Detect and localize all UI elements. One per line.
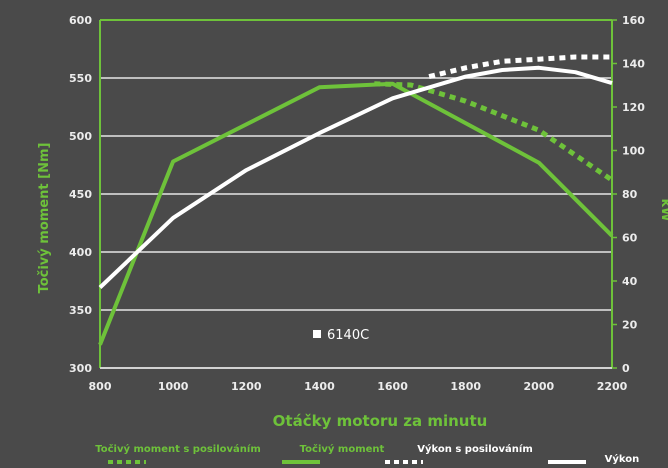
y-left-tick-450: 450 bbox=[69, 188, 92, 201]
x-tick-1000: 1000 bbox=[158, 380, 189, 393]
y-right-tick-120: 120 bbox=[622, 101, 645, 114]
y-right-tick-160: 160 bbox=[622, 14, 645, 27]
annotation-marker bbox=[313, 330, 321, 338]
legend-label-2: Výkon s posilováním bbox=[417, 443, 532, 455]
x-tick-2200: 2200 bbox=[597, 380, 628, 393]
x-tick-1800: 1800 bbox=[450, 380, 481, 393]
annotation-6140c: 6140C bbox=[313, 328, 369, 343]
series-line-0-to-iv-moment-s-posilov-n-m bbox=[374, 81, 614, 183]
y-left-tick-550: 550 bbox=[69, 72, 92, 85]
x-tick-1600: 1600 bbox=[377, 380, 408, 393]
x-axis-label: Otáčky motoru za minutu bbox=[273, 412, 488, 430]
y-right-tick-0: 0 bbox=[622, 362, 630, 375]
y-right-tick-60: 60 bbox=[622, 232, 638, 245]
x-tick-1400: 1400 bbox=[304, 380, 335, 393]
x-tick-800: 800 bbox=[89, 380, 112, 393]
y-axis-right-label: kW bbox=[658, 199, 668, 222]
y-right-tick-40: 40 bbox=[622, 275, 638, 288]
annotation-label: 6140C bbox=[327, 328, 369, 343]
y-right-tick-20: 20 bbox=[622, 319, 638, 332]
x-tick-1200: 1200 bbox=[231, 380, 262, 393]
y-left-tick-400: 400 bbox=[69, 246, 92, 259]
legend: Točivý moment s posilováním Točivý moment… bbox=[95, 443, 639, 465]
series-line-2-v-kon-s-posilov-n-m bbox=[428, 54, 612, 80]
y-right-tick-140: 140 bbox=[622, 58, 645, 71]
tick-labels: 300 350 400 450 500 550 600 0 20 40 60 80 100 120 140 1… bbox=[69, 14, 645, 393]
y-axis-left-label: Točivý moment [Nm] bbox=[37, 143, 52, 294]
y-right-tick-100: 100 bbox=[622, 145, 645, 158]
series-line-3-v-kon bbox=[98, 65, 613, 289]
plot-frame bbox=[99, 19, 617, 369]
series-lines bbox=[98, 54, 614, 346]
y-left-tick-600: 600 bbox=[69, 14, 92, 27]
x-tick-2000: 2000 bbox=[524, 380, 555, 393]
y-left-tick-500: 500 bbox=[69, 130, 92, 143]
y-right-tick-80: 80 bbox=[622, 188, 638, 201]
y-left-tick-350: 350 bbox=[69, 304, 92, 317]
legend-label-0: Točivý moment s posilováním bbox=[95, 443, 260, 455]
legend-label-1: Točivý moment bbox=[300, 443, 385, 455]
legend-label-3: Výkon bbox=[605, 453, 640, 465]
series-line-1-to-iv-moment bbox=[98, 81, 614, 346]
y-left-tick-300: 300 bbox=[69, 362, 92, 375]
